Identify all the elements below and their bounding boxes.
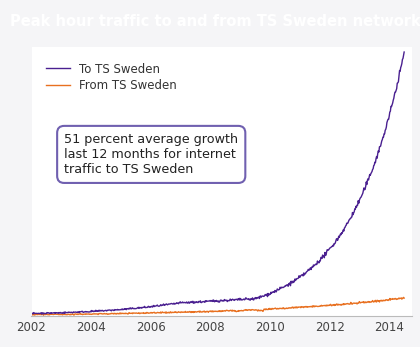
To TS Sweden — [289, 279, 294, 283]
To TS Sweden — [268, 290, 273, 294]
To TS Sweden — [294, 278, 299, 282]
To TS Sweden — [322, 256, 327, 260]
To TS Sweden — [215, 299, 220, 303]
From TS Sweden — [268, 307, 273, 312]
Legend: To TS Sweden, From TS Sweden: To TS Sweden, From TS Sweden — [41, 58, 181, 97]
From TS Sweden — [294, 305, 299, 309]
From TS Sweden — [215, 309, 220, 313]
From TS Sweden — [402, 296, 407, 300]
From TS Sweden — [29, 313, 34, 317]
From TS Sweden — [322, 304, 327, 308]
To TS Sweden — [402, 50, 407, 54]
Line: From TS Sweden: From TS Sweden — [32, 297, 404, 315]
Text: Peak hour traffic to and from TS Sweden network: Peak hour traffic to and from TS Sweden … — [10, 14, 420, 29]
From TS Sweden — [129, 311, 134, 315]
To TS Sweden — [129, 307, 134, 311]
From TS Sweden — [289, 306, 294, 310]
To TS Sweden — [29, 311, 34, 315]
From TS Sweden — [41, 313, 46, 317]
To TS Sweden — [39, 312, 45, 316]
Text: 51 percent average growth
last 12 months for internet
traffic to TS Sweden: 51 percent average growth last 12 months… — [64, 133, 238, 176]
Line: To TS Sweden: To TS Sweden — [32, 52, 404, 314]
From TS Sweden — [401, 295, 406, 299]
